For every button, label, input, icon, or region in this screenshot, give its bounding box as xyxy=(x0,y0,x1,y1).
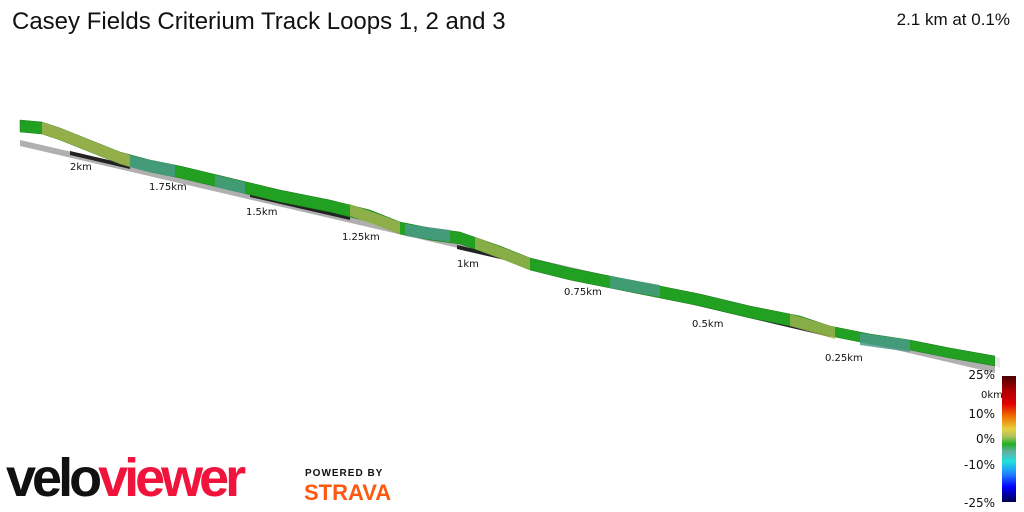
logo-viewer: viewer xyxy=(98,448,246,508)
strava-logo[interactable]: STRAVA xyxy=(304,480,392,505)
powered-by-label: POWERED BY xyxy=(305,468,384,479)
km-marker: 1.5km xyxy=(246,207,277,218)
scale-label-neg10: -10% xyxy=(963,458,995,472)
km-marker: 0.25km xyxy=(825,353,863,364)
km-marker: 2km xyxy=(70,162,92,173)
km-marker: 1km xyxy=(457,259,479,270)
route-summary: 2.1 km at 0.1% xyxy=(896,10,1010,29)
km-marker: 0.5km xyxy=(692,319,723,330)
scale-label-bottom: -25% xyxy=(963,496,995,510)
km-marker: 0.75km xyxy=(564,287,602,298)
km-marker: 1.75km xyxy=(149,182,187,193)
scale-label-top: 25% xyxy=(968,368,995,382)
gradient-color-scale xyxy=(1002,376,1016,502)
page-title: Casey Fields Criterium Track Loops 1, 2 … xyxy=(12,8,506,35)
scale-label-10: 10% xyxy=(968,407,995,421)
logo-velo: velo xyxy=(6,448,102,508)
scale-label-0: 0% xyxy=(975,432,995,446)
km-marker: 0km xyxy=(981,390,1003,401)
km-marker: 1.25km xyxy=(342,232,380,243)
veloviewer-logo[interactable]: veloviewer xyxy=(6,448,246,508)
